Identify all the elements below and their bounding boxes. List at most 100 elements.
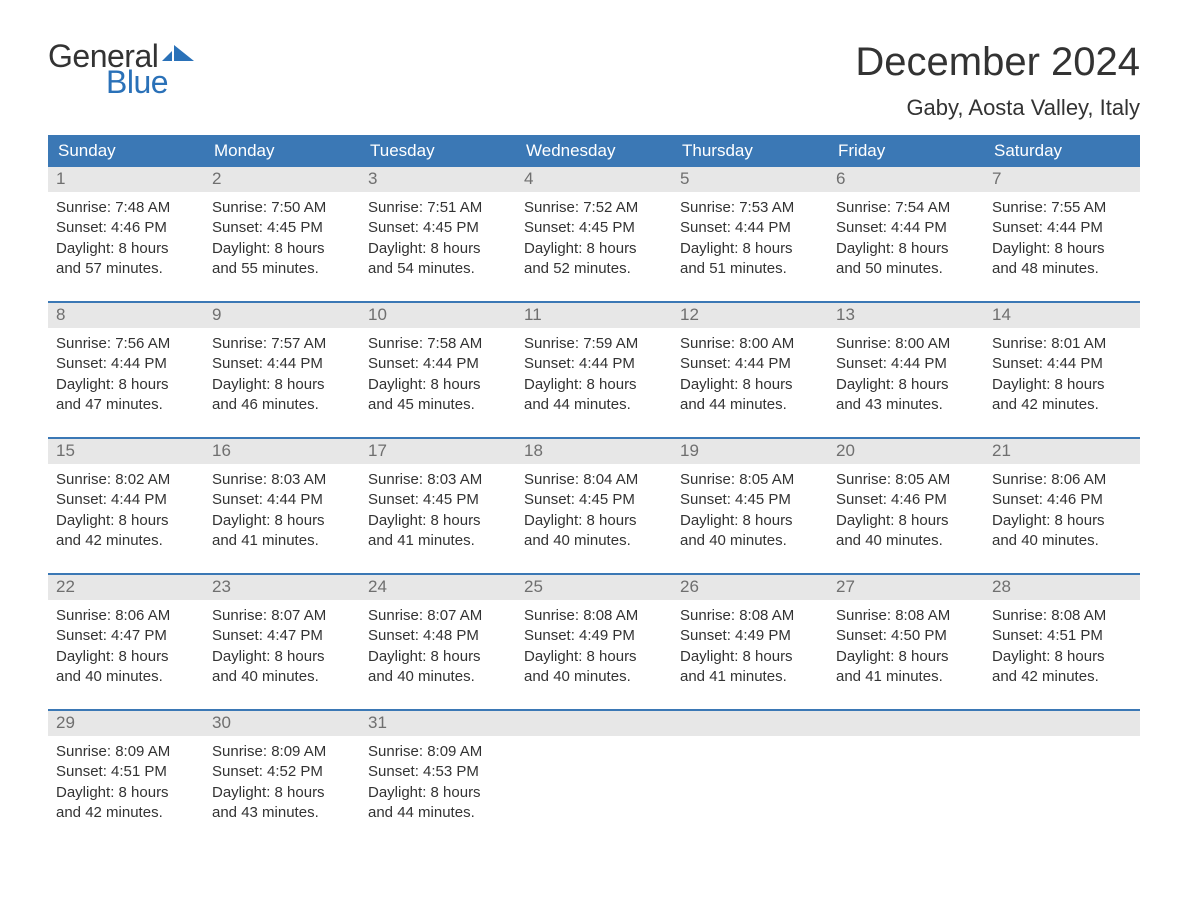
day-content: Sunrise: 8:04 AMSunset: 4:45 PMDaylight:… <box>516 464 672 555</box>
daylight-line-2: and 48 minutes. <box>992 259 1132 279</box>
sunset-line: Sunset: 4:44 PM <box>524 354 664 374</box>
calendar-day-cell: 16Sunrise: 8:03 AMSunset: 4:44 PMDayligh… <box>204 439 360 559</box>
day-content: Sunrise: 7:57 AMSunset: 4:44 PMDaylight:… <box>204 328 360 419</box>
sunset-line: Sunset: 4:53 PM <box>368 762 508 782</box>
daylight-line-1: Daylight: 8 hours <box>992 239 1132 259</box>
daylight-line-1: Daylight: 8 hours <box>524 647 664 667</box>
day-number: 19 <box>672 439 828 464</box>
calendar-day-cell: 17Sunrise: 8:03 AMSunset: 4:45 PMDayligh… <box>360 439 516 559</box>
sunset-line: Sunset: 4:50 PM <box>836 626 976 646</box>
sunrise-line: Sunrise: 8:05 AM <box>680 470 820 490</box>
calendar-day-cell: 4Sunrise: 7:52 AMSunset: 4:45 PMDaylight… <box>516 167 672 287</box>
daylight-line-1: Daylight: 8 hours <box>56 783 196 803</box>
day-number: 16 <box>204 439 360 464</box>
sunset-line: Sunset: 4:44 PM <box>680 354 820 374</box>
calendar-day-cell <box>672 711 828 831</box>
calendar-day-cell: 23 Sunrise: 8:07 AMSunset: 4:47 PMDayligh… <box>204 575 360 695</box>
brand-word-2: Blue <box>106 66 196 98</box>
daylight-line-2: and 41 minutes. <box>212 531 352 551</box>
sunset-line: Sunset: 4:44 PM <box>992 218 1132 238</box>
day-number: 18 <box>516 439 672 464</box>
day-number: 28 <box>984 575 1140 600</box>
calendar-day-cell: 30Sunrise: 8:09 AMSunset: 4:52 PMDayligh… <box>204 711 360 831</box>
calendar-week: 1Sunrise: 7:48 AMSunset: 4:46 PMDaylight… <box>48 167 1140 287</box>
sunset-line: Sunset: 4:45 PM <box>680 490 820 510</box>
sunrise-line: Sunrise: 8:03 AM <box>212 470 352 490</box>
location-subtitle: Gaby, Aosta Valley, Italy <box>855 95 1140 121</box>
daylight-line-2: and 40 minutes. <box>836 531 976 551</box>
day-content: Sunrise: 7:54 AMSunset: 4:44 PMDaylight:… <box>828 192 984 283</box>
sunset-line: Sunset: 4:44 PM <box>212 490 352 510</box>
day-content: Sunrise: 7:53 AMSunset: 4:44 PMDaylight:… <box>672 192 828 283</box>
calendar-day-cell: 2Sunrise: 7:50 AMSunset: 4:45 PMDaylight… <box>204 167 360 287</box>
sunset-line: Sunset: 4:48 PM <box>368 626 508 646</box>
day-content: Sunrise: 8:01 AMSunset: 4:44 PMDaylight:… <box>984 328 1140 419</box>
day-content: Sunrise: 8:03 AMSunset: 4:44 PMDaylight:… <box>204 464 360 555</box>
day-content: Sunrise: 7:56 AMSunset: 4:44 PMDaylight:… <box>48 328 204 419</box>
daylight-line-1: Daylight: 8 hours <box>368 511 508 531</box>
calendar-day-cell: 29Sunrise: 8:09 AMSunset: 4:51 PMDayligh… <box>48 711 204 831</box>
sunrise-line: Sunrise: 8:08 AM <box>524 606 664 626</box>
day-content: Sunrise: 8:00 AMSunset: 4:44 PMDaylight:… <box>828 328 984 419</box>
day-number: 31 <box>360 711 516 736</box>
daylight-line-1: Daylight: 8 hours <box>368 239 508 259</box>
sunrise-line: Sunrise: 8:09 AM <box>368 742 508 762</box>
sunset-line: Sunset: 4:45 PM <box>524 490 664 510</box>
day-number: 2 <box>204 167 360 192</box>
daylight-line-1: Daylight: 8 hours <box>212 647 352 667</box>
sunrise-line: Sunrise: 8:06 AM <box>992 470 1132 490</box>
sunrise-line: Sunrise: 8:04 AM <box>524 470 664 490</box>
day-number: 23 <box>204 575 360 600</box>
sunrise-line: Sunrise: 7:54 AM <box>836 198 976 218</box>
calendar-day-cell: 8Sunrise: 7:56 AMSunset: 4:44 PMDaylight… <box>48 303 204 423</box>
day-number: 22 <box>48 575 204 600</box>
daylight-line-1: Daylight: 8 hours <box>212 239 352 259</box>
day-content: Sunrise: 8:07 AMSunset: 4:48 PMDaylight:… <box>360 600 516 691</box>
calendar-week: 29Sunrise: 8:09 AMSunset: 4:51 PMDayligh… <box>48 709 1140 831</box>
page-header: General Blue December 2024 Gaby, Aosta V… <box>48 40 1140 121</box>
daylight-line-1: Daylight: 8 hours <box>368 647 508 667</box>
calendar-day-cell: 21Sunrise: 8:06 AMSunset: 4:46 PMDayligh… <box>984 439 1140 559</box>
day-number: 1 <box>48 167 204 192</box>
calendar-day-cell: 20Sunrise: 8:05 AMSunset: 4:46 PMDayligh… <box>828 439 984 559</box>
sunrise-line: Sunrise: 8:09 AM <box>56 742 196 762</box>
sunrise-line: Sunrise: 7:56 AM <box>56 334 196 354</box>
sunset-line: Sunset: 4:52 PM <box>212 762 352 782</box>
daylight-line-1: Daylight: 8 hours <box>524 375 664 395</box>
weekday-header: Friday <box>828 135 984 167</box>
sunset-line: Sunset: 4:47 PM <box>212 626 352 646</box>
calendar-day-cell: 11Sunrise: 7:59 AMSunset: 4:44 PMDayligh… <box>516 303 672 423</box>
day-content: Sunrise: 8:02 AMSunset: 4:44 PMDaylight:… <box>48 464 204 555</box>
daylight-line-2: and 46 minutes. <box>212 395 352 415</box>
daylight-line-1: Daylight: 8 hours <box>836 511 976 531</box>
day-number: 15 <box>48 439 204 464</box>
daylight-line-2: and 44 minutes. <box>368 803 508 823</box>
calendar-day-cell: 25Sunrise: 8:08 AMSunset: 4:49 PMDayligh… <box>516 575 672 695</box>
calendar-day-cell: 3Sunrise: 7:51 AMSunset: 4:45 PMDaylight… <box>360 167 516 287</box>
daylight-line-1: Daylight: 8 hours <box>836 647 976 667</box>
sunrise-line: Sunrise: 7:52 AM <box>524 198 664 218</box>
sunrise-line: Sunrise: 7:57 AM <box>212 334 352 354</box>
sunrise-line: Sunrise: 8:00 AM <box>680 334 820 354</box>
day-number: 7 <box>984 167 1140 192</box>
calendar-day-cell: 27Sunrise: 8:08 AMSunset: 4:50 PMDayligh… <box>828 575 984 695</box>
sunrise-line: Sunrise: 8:02 AM <box>56 470 196 490</box>
calendar-grid: SundayMondayTuesdayWednesdayThursdayFrid… <box>48 135 1140 831</box>
day-number: 21 <box>984 439 1140 464</box>
calendar-day-cell: 15Sunrise: 8:02 AMSunset: 4:44 PMDayligh… <box>48 439 204 559</box>
day-number: 25 <box>516 575 672 600</box>
calendar-day-cell: 13Sunrise: 8:00 AMSunset: 4:44 PMDayligh… <box>828 303 984 423</box>
sunrise-line: Sunrise: 7:55 AM <box>992 198 1132 218</box>
daylight-line-2: and 40 minutes. <box>992 531 1132 551</box>
day-content: Sunrise: 7:50 AMSunset: 4:45 PMDaylight:… <box>204 192 360 283</box>
daylight-line-2: and 42 minutes. <box>992 667 1132 687</box>
daylight-line-1: Daylight: 8 hours <box>992 647 1132 667</box>
day-number: 29 <box>48 711 204 736</box>
empty-day-bar <box>516 711 672 736</box>
daylight-line-1: Daylight: 8 hours <box>212 375 352 395</box>
day-content: Sunrise: 7:55 AMSunset: 4:44 PMDaylight:… <box>984 192 1140 283</box>
calendar-day-cell: 31Sunrise: 8:09 AMSunset: 4:53 PMDayligh… <box>360 711 516 831</box>
day-content: Sunrise: 8:05 AMSunset: 4:46 PMDaylight:… <box>828 464 984 555</box>
weekday-header: Sunday <box>48 135 204 167</box>
sunrise-line: Sunrise: 8:07 AM <box>212 606 352 626</box>
